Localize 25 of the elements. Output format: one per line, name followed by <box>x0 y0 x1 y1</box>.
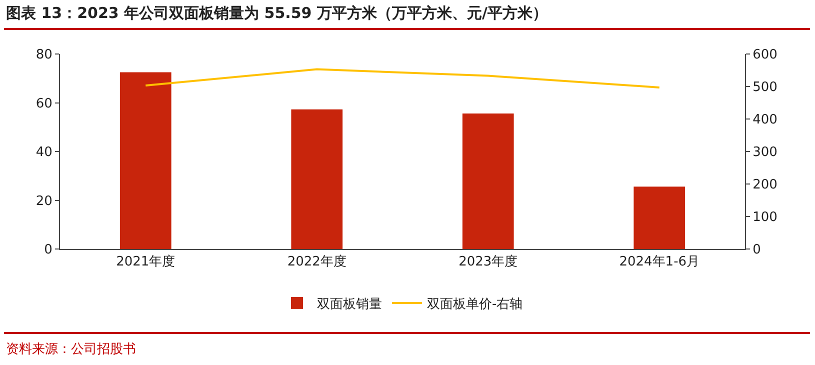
x-tick-label: 2023年度 <box>458 254 518 270</box>
y2-tick-label: 400 <box>752 112 778 128</box>
y2-tick-label: 100 <box>752 210 778 226</box>
bar <box>634 186 686 249</box>
bar <box>462 114 514 249</box>
x-tick-label: 2022年度 <box>287 254 346 270</box>
x-tick-label: 2024年1-6月 <box>619 254 700 270</box>
y-tick-label: 40 <box>36 145 52 160</box>
y2-tick-label: 500 <box>752 80 778 96</box>
legend-label: 双面板单价-右轴 <box>427 297 523 312</box>
bar <box>291 109 343 249</box>
y2-tick-label: 300 <box>752 145 778 160</box>
y-tick-label: 80 <box>36 48 52 63</box>
chart-title: 图表 13：2023 年公司双面板销量为 55.59 万平方米（万平方米、元/平方米） <box>6 4 548 23</box>
y-tick-label: 60 <box>36 96 52 112</box>
y-tick-label: 20 <box>36 194 52 209</box>
text: 资料来源：公司招股书 <box>6 341 136 358</box>
y2-tick-label: 200 <box>752 178 778 193</box>
legend-label: 双面板销量 <box>317 297 382 312</box>
y-tick-label: 0 <box>44 242 52 258</box>
y2-tick-label: 0 <box>752 242 761 258</box>
x-tick-label: 2021年度 <box>116 254 176 270</box>
line-series <box>144 68 660 88</box>
bar <box>120 72 172 249</box>
y2-tick-label: 600 <box>752 48 778 63</box>
